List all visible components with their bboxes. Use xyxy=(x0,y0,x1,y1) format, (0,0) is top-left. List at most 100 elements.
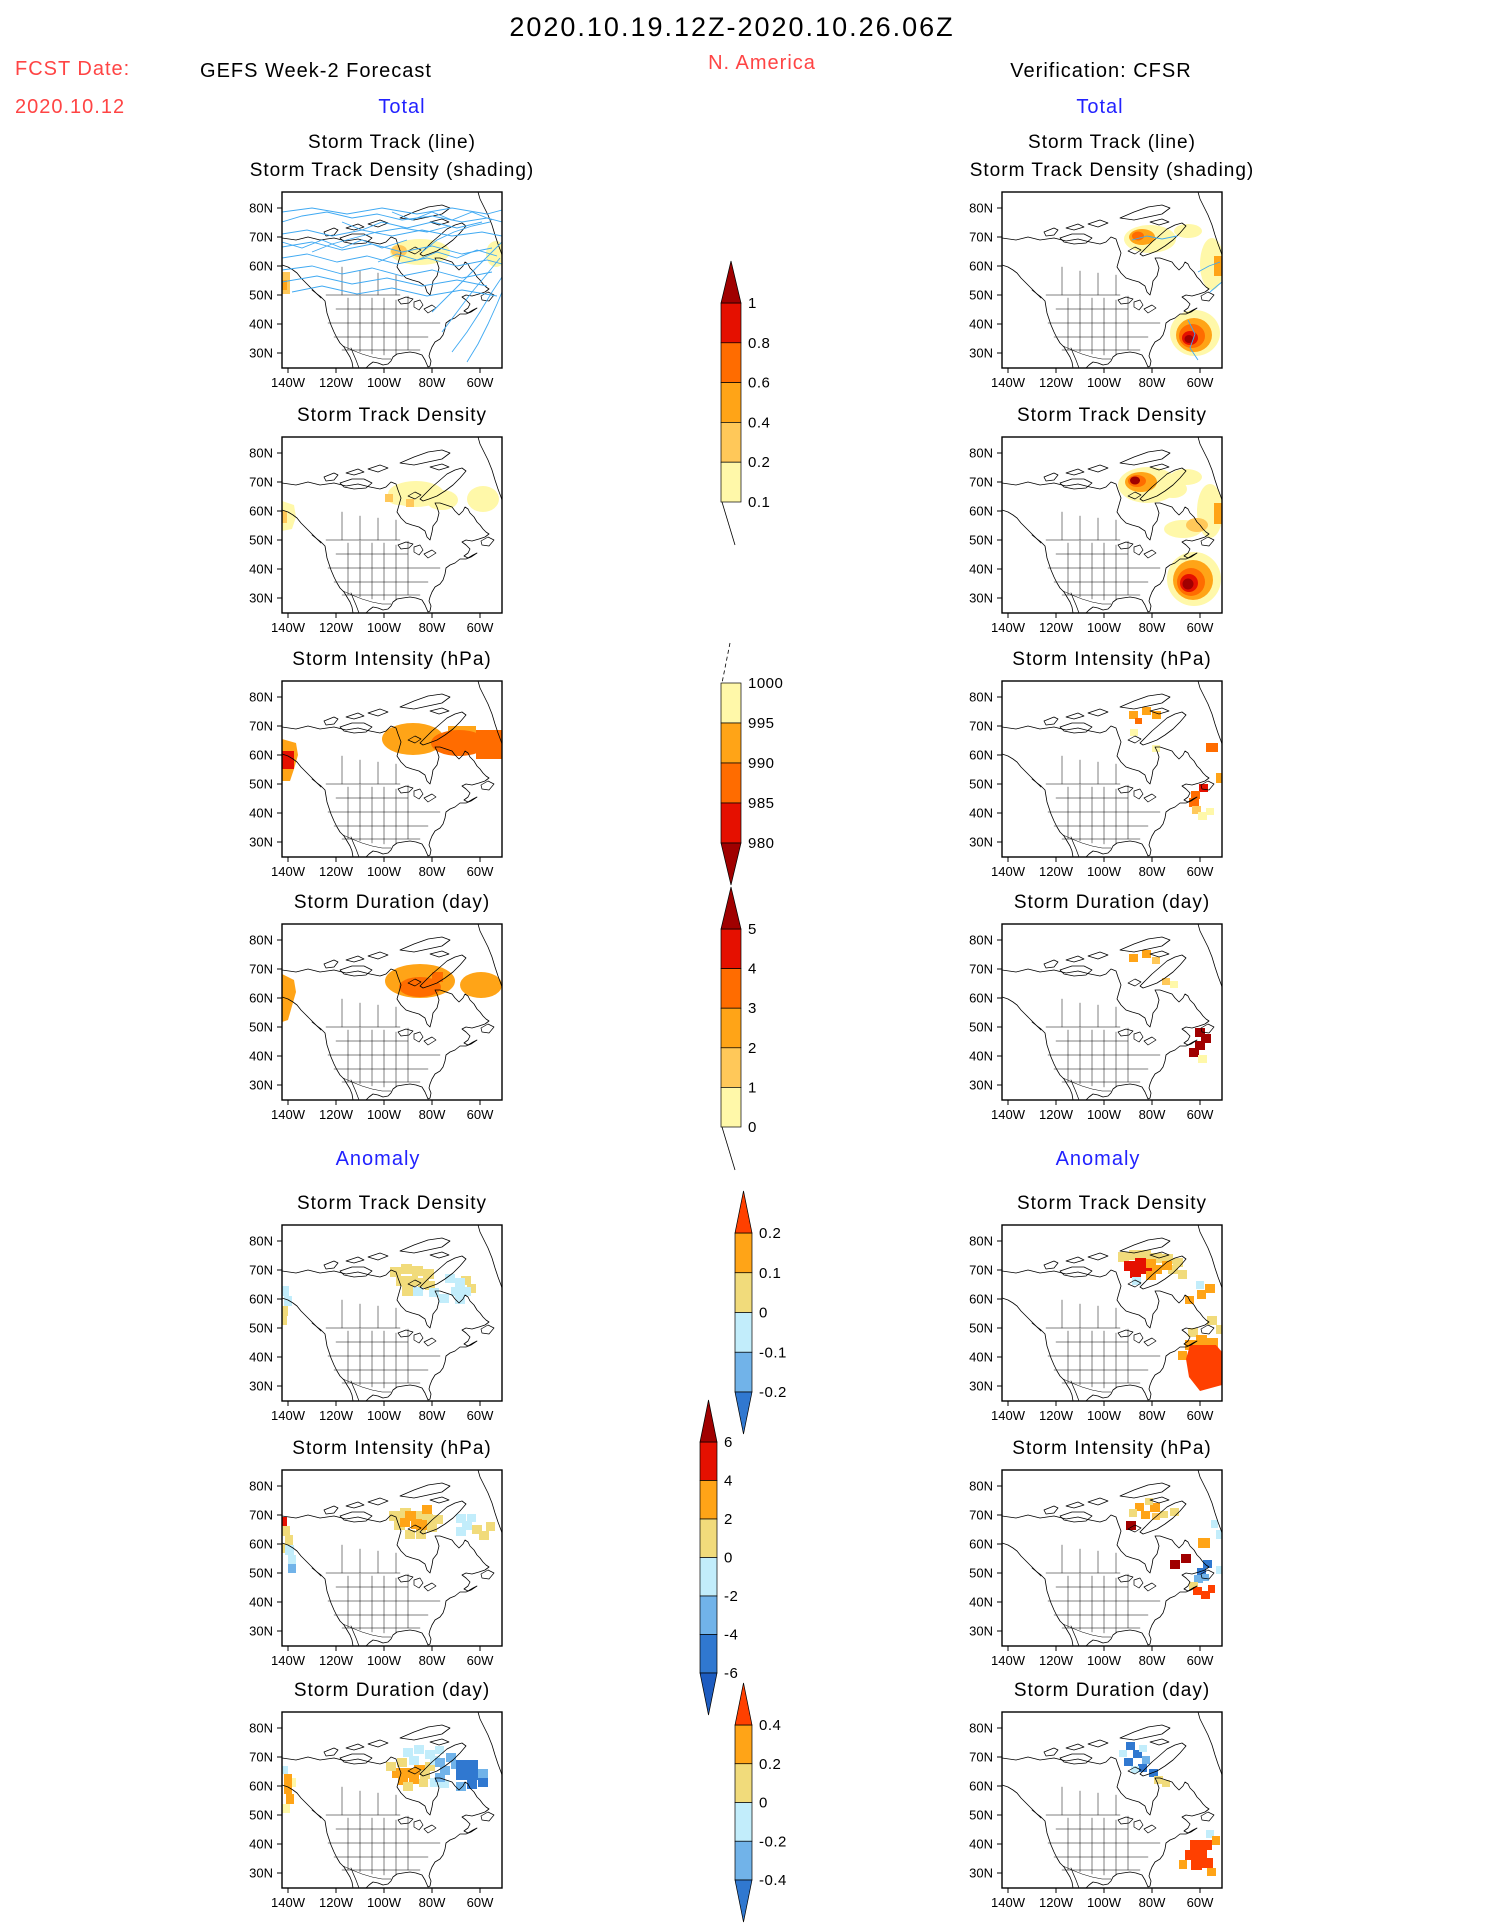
storm-track-line xyxy=(1131,235,1178,241)
lon-label: 120W xyxy=(1039,620,1074,635)
storm-track-line xyxy=(377,249,498,263)
colorbar-segment xyxy=(720,682,742,724)
coastline-map xyxy=(1002,924,1222,1100)
lat-label: 70N xyxy=(249,1750,273,1765)
shading-layer xyxy=(1124,224,1222,356)
lon-label: 80W xyxy=(419,620,446,635)
lon-label: 60W xyxy=(467,1107,494,1122)
lon-label: 100W xyxy=(367,375,402,390)
verification-column-title: Verification: CFSR xyxy=(1010,60,1192,82)
colorbar-segment xyxy=(734,1802,753,1842)
lon-label: 80W xyxy=(1139,1895,1166,1910)
colorbar-tick-label: -0.2 xyxy=(759,1833,787,1850)
colorbar-segment xyxy=(720,1007,742,1049)
map-frame xyxy=(1001,1711,1223,1889)
lon-label: 140W xyxy=(271,1895,306,1910)
lat-label: 50N xyxy=(249,533,273,548)
lat-label: 30N xyxy=(969,346,993,361)
colorbar-tick-label: 1 xyxy=(748,1079,757,1096)
lat-label: 40N xyxy=(249,317,273,332)
lon-label: 100W xyxy=(1087,1408,1122,1423)
colorbar-tick-label: 985 xyxy=(748,795,775,812)
map-panel-verif-duration: 80N 70N 60N 50N 40N 30N 140W 120W 100W 80W 60W xyxy=(969,923,1223,1122)
lat-label: 50N xyxy=(249,288,273,303)
lon-label: 100W xyxy=(1087,1653,1122,1668)
lat-label: 80N xyxy=(969,1721,993,1736)
colorbar-segment xyxy=(734,1351,753,1393)
colorbar-segment xyxy=(699,1518,718,1558)
lat-label: 30N xyxy=(249,591,273,606)
lon-label: 120W xyxy=(1039,864,1074,879)
lon-label: 100W xyxy=(367,1107,402,1122)
lat-label: 30N xyxy=(969,835,993,850)
colorbar-tick-label: 4 xyxy=(748,961,757,978)
lon-label: 140W xyxy=(991,1408,1026,1423)
coastline-map xyxy=(1002,1712,1222,1888)
colorbar-tick-label: 0.1 xyxy=(748,494,770,511)
storm-track-line xyxy=(431,241,502,313)
colorbar-tick-label: 5 xyxy=(748,921,757,938)
lon-label: 60W xyxy=(467,375,494,390)
lat-label: 50N xyxy=(249,1321,273,1336)
intensity-scale: 1000 995 990 985 980 xyxy=(720,642,783,886)
map-panel-fcst-intensity: 80N 70N 60N 50N 40N 30N 140W 120W 100W 80W 60W xyxy=(249,680,503,879)
lon-label: 120W xyxy=(1039,1895,1074,1910)
lat-label: 60N xyxy=(969,748,993,763)
lat-label: 50N xyxy=(249,777,273,792)
map-panel-fcst-anomaly-duration: 80N 70N 60N 50N 40N 30N 140W 120W 100W 80W 60W xyxy=(249,1711,503,1910)
panel-title: Storm Track Density (shading) xyxy=(249,160,535,181)
lat-label: 40N xyxy=(969,1595,993,1610)
colorbar-segment xyxy=(734,1312,753,1353)
colorbar-arrow-up xyxy=(720,260,742,304)
lat-label: 40N xyxy=(249,1350,273,1365)
shading-layer xyxy=(282,481,499,531)
lon-label: 80W xyxy=(419,1653,446,1668)
storm-track-line xyxy=(391,211,493,221)
colorbar-tick-label: 6 xyxy=(724,1434,733,1451)
lat-label: 70N xyxy=(969,230,993,245)
lat-label: 60N xyxy=(249,1537,273,1552)
map-frame xyxy=(1001,191,1223,369)
panel-title: Storm Track (line) xyxy=(308,132,476,153)
panel-title: Storm Duration (day) xyxy=(293,892,491,913)
map-frame xyxy=(281,680,503,858)
lat-label: 30N xyxy=(249,1078,273,1093)
lat-label: 50N xyxy=(969,777,993,792)
lat-label: 30N xyxy=(249,1379,273,1394)
colorbar-segment xyxy=(720,722,742,764)
storm-track-line xyxy=(466,291,502,363)
lat-label: 70N xyxy=(249,1508,273,1523)
colorbar-tick-label: 0.4 xyxy=(748,414,770,431)
colorbar-tick-label: -2 xyxy=(724,1588,738,1605)
colorbar-segment xyxy=(699,1441,718,1481)
colorbar-tick-label: 0 xyxy=(759,1795,768,1812)
coastline-map xyxy=(282,681,502,857)
colorbar-tick-label: 2 xyxy=(748,1040,757,1057)
colorbar-segment xyxy=(734,1724,753,1765)
lon-label: 140W xyxy=(991,1107,1026,1122)
lon-label: 60W xyxy=(1187,375,1214,390)
lon-label: 80W xyxy=(419,864,446,879)
coastline-map xyxy=(1002,681,1222,857)
panel-title: Storm Duration (day) xyxy=(1013,892,1211,913)
figure-title: 2020.10.19.12Z-2020.10.26.06Z xyxy=(509,12,955,42)
lon-label: 80W xyxy=(419,1408,446,1423)
colorbar-segment xyxy=(720,928,742,969)
lon-label: 120W xyxy=(319,1653,354,1668)
map-panel-fcst-duration: 80N 70N 60N 50N 40N 30N 140W 120W 100W 80W 60W xyxy=(249,923,503,1122)
colorbar-tick-label: -0.2 xyxy=(759,1384,787,1401)
panel-title: Storm Intensity (hPa) xyxy=(292,649,492,670)
lat-label: 30N xyxy=(969,591,993,606)
lon-label: 80W xyxy=(1139,1107,1166,1122)
colorbar-segment xyxy=(699,1634,718,1674)
lon-label: 80W xyxy=(1139,1408,1166,1423)
lat-label: 70N xyxy=(969,962,993,977)
lon-label: 140W xyxy=(271,1107,306,1122)
lat-label: 60N xyxy=(249,504,273,519)
lon-label: 60W xyxy=(1187,1653,1214,1668)
lon-label: 80W xyxy=(419,375,446,390)
shading-layer xyxy=(1118,467,1222,606)
coastline-map xyxy=(282,1712,502,1888)
colorbar-segment xyxy=(720,802,742,844)
